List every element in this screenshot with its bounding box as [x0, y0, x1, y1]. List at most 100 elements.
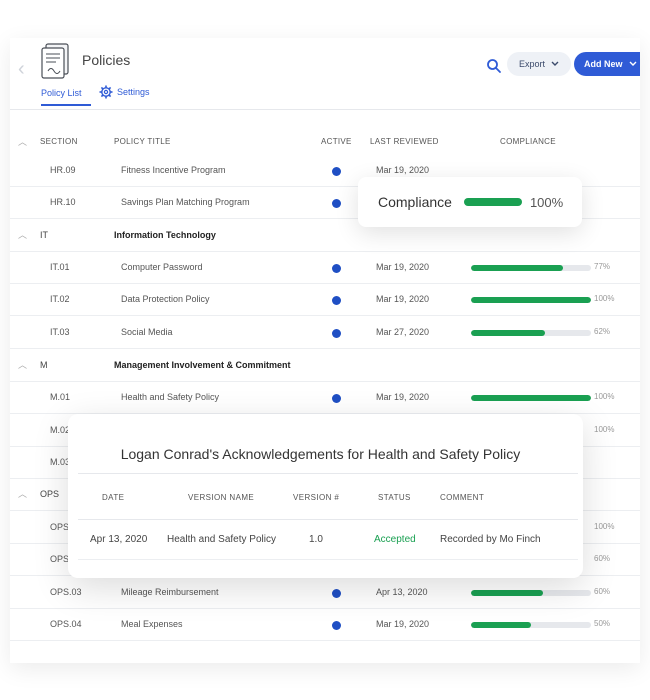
acknowledgements-popup: Logan Conrad's Acknowledgements for Heal… [68, 414, 583, 578]
table-row[interactable]: HR.10 Savings Plan Matching Program [10, 187, 640, 219]
compliance-percent: 100% [594, 392, 615, 401]
compliance-percent: 100% [594, 294, 615, 303]
row-date: Mar 19, 2020 [376, 294, 430, 304]
ack-comment: Recorded by Mo Finch [440, 534, 541, 545]
row-title: Computer Password [121, 262, 203, 272]
row-date: Mar 19, 2020 [376, 392, 430, 402]
compliance-percent: 100% [594, 425, 615, 434]
divider [78, 473, 578, 474]
compliance-bar [471, 395, 591, 401]
search-icon[interactable] [486, 58, 502, 74]
page-header: Policies Export Add New Policy List [10, 38, 640, 110]
row-date: Apr 13, 2020 [376, 587, 428, 597]
row-section: OPS. [50, 522, 72, 532]
active-dot [332, 329, 341, 338]
table-row[interactable]: HR.09 Fitness Incentive Program Mar 19, … [10, 155, 640, 187]
active-dot [332, 296, 341, 305]
active-dot [332, 199, 341, 208]
chevron-up-icon[interactable]: ︿ [18, 360, 28, 370]
active-dot [332, 589, 341, 598]
col-compliance[interactable]: COMPLIANCE [500, 137, 556, 146]
ack-date: Apr 13, 2020 [90, 534, 148, 545]
group-code: IT [40, 230, 48, 240]
compliance-bar [471, 265, 591, 271]
row-date: Mar 27, 2020 [376, 327, 430, 337]
compliance-bar [471, 297, 591, 303]
compliance-fill [471, 297, 591, 303]
add-new-label: Add New [584, 59, 623, 69]
table-row[interactable]: IT.01 Computer Password Mar 19, 2020 77% [10, 252, 640, 284]
active-dot [332, 621, 341, 630]
compliance-bar [471, 330, 591, 336]
compliance-fill [471, 395, 591, 401]
row-title: Savings Plan Matching Program [121, 197, 250, 207]
col-section[interactable]: SECTION [40, 137, 78, 146]
row-title: Meal Expenses [121, 619, 183, 629]
group-row-m[interactable]: ︿ M Management Involvement & Commitment [10, 350, 640, 382]
active-dot [332, 264, 341, 273]
export-button[interactable]: Export [507, 52, 571, 76]
compliance-fill [471, 265, 564, 271]
row-title: Mileage Reimbursement [121, 587, 219, 597]
compliance-percent: 62% [594, 327, 611, 336]
compliance-percent: 60% [594, 554, 611, 563]
group-row-it[interactable]: ︿ IT Information Technology [10, 220, 640, 252]
row-section: IT.01 [50, 262, 70, 272]
col-last-reviewed[interactable]: LAST REVIEWED [370, 137, 439, 146]
tab-policy-list[interactable]: Policy List [41, 88, 91, 106]
ack-version-name: Health and Safety Policy [167, 534, 276, 545]
row-date: Mar 19, 2020 [376, 262, 430, 272]
compliance-percent: 60% [594, 587, 611, 596]
compliance-fill [471, 330, 546, 336]
ack-version-number: 1.0 [309, 534, 323, 545]
col-comment: COMMENT [440, 493, 485, 502]
row-date: Mar 19, 2020 [376, 619, 430, 629]
row-section: M.03 [50, 457, 71, 467]
tab-settings-label: Settings [117, 87, 150, 97]
popup-title: Logan Conrad's Acknowledgements for Heal… [120, 446, 521, 462]
table-row[interactable]: IT.03 Social Media Mar 27, 2020 62% [10, 317, 640, 349]
chevron-down-icon [629, 61, 637, 66]
divider [78, 559, 578, 560]
table-row[interactable]: OPS.04 Meal Expenses Mar 19, 2020 50% [10, 609, 640, 641]
back-arrow-icon[interactable]: ‹ [18, 58, 25, 80]
group-code: OPS [40, 489, 60, 499]
row-date: Mar 19, 2020 [376, 165, 430, 175]
row-section: OPS.03 [50, 587, 82, 597]
policy-document-icon [41, 43, 69, 79]
table-row[interactable]: IT.02 Data Protection Policy Mar 19, 202… [10, 284, 640, 316]
compliance-fill [471, 590, 543, 596]
compliance-tooltip: Compliance 100% [358, 177, 582, 227]
table-row[interactable]: M.01 Health and Safety Policy Mar 19, 20… [10, 382, 640, 414]
table-row[interactable]: OPS.03 Mileage Reimbursement Apr 13, 202… [10, 577, 640, 609]
row-section: IT.02 [50, 294, 70, 304]
chevron-up-icon[interactable]: ︿ [18, 137, 28, 147]
add-new-button[interactable]: Add New [574, 52, 640, 76]
compliance-bar [471, 622, 591, 628]
chevron-up-icon[interactable]: ︿ [18, 489, 28, 499]
col-policy-title[interactable]: POLICY TITLE [114, 137, 171, 146]
tab-settings[interactable]: Settings [99, 85, 150, 99]
compliance-bar [471, 590, 591, 596]
row-title: Data Protection Policy [121, 294, 210, 304]
group-code: M [40, 360, 48, 370]
row-section: IT.03 [50, 327, 70, 337]
row-section: OPS.04 [50, 619, 82, 629]
tooltip-compliance-bar [463, 198, 522, 206]
compliance-percent: 50% [594, 619, 611, 628]
row-section: HR.10 [50, 197, 76, 207]
col-status: STATUS [378, 493, 411, 502]
compliance-percent: 77% [594, 262, 611, 271]
row-section: HR.09 [50, 165, 76, 175]
export-label: Export [518, 59, 545, 69]
group-name: Information Technology [114, 230, 216, 240]
row-title: Health and Safety Policy [121, 392, 220, 402]
row-section: M.02 [50, 425, 71, 435]
active-dot [332, 394, 341, 403]
compliance-percent: 100% [594, 522, 615, 531]
col-date: DATE [102, 493, 125, 502]
active-dot [332, 167, 341, 176]
col-active[interactable]: ACTIVE [321, 137, 352, 146]
chevron-up-icon[interactable]: ︿ [18, 230, 28, 240]
row-title: Fitness Incentive Program [121, 165, 226, 175]
